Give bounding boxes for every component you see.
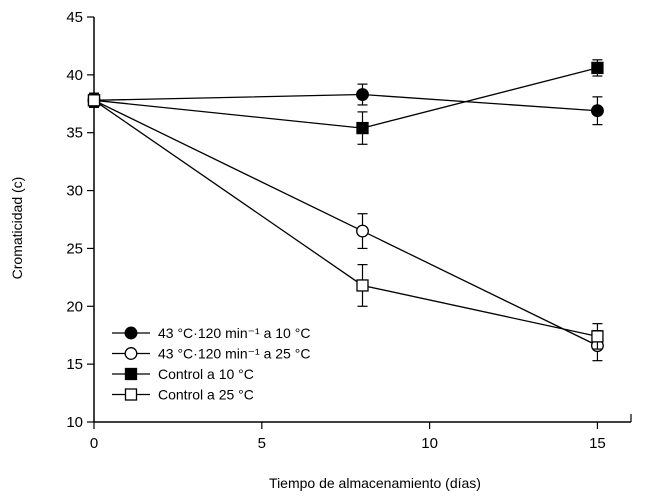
y-tick-label: 10 <box>66 414 83 431</box>
data-point <box>590 104 604 118</box>
legend-label: 43 °C·120 min⁻¹ a 25 °C <box>158 346 310 362</box>
legend-marker <box>124 347 138 360</box>
y-tick-label: 20 <box>66 298 83 315</box>
x-tick-label: 15 <box>589 435 606 452</box>
series-1 <box>87 83 604 126</box>
y-tick-label: 40 <box>66 67 83 84</box>
x-tick-label: 10 <box>421 435 438 452</box>
data-point <box>356 88 369 101</box>
legend-label: Control a 25 °C <box>158 387 254 403</box>
legend-marker <box>124 367 138 381</box>
legend-marker <box>124 326 138 340</box>
series-line <box>93 99 598 338</box>
legend-item: Control a 25 °C <box>112 387 254 403</box>
series-3 <box>87 59 604 145</box>
y-tick-label: 35 <box>66 125 83 142</box>
legend-label: 43 °C·120 min⁻¹ a 10 °C <box>158 325 310 341</box>
legend-marker <box>124 388 138 401</box>
y-axis-label: Cromaticidad (c) <box>9 177 25 280</box>
series-line <box>93 99 598 347</box>
x-tick-label: 0 <box>90 435 98 452</box>
y-tick-label: 30 <box>66 183 83 200</box>
x-tick-label: 5 <box>258 435 266 452</box>
legend-item: Control a 10 °C <box>112 366 254 382</box>
y-tick-label: 25 <box>66 240 83 257</box>
x-axis-label: Tiempo de almacenamiento (días) <box>269 475 481 491</box>
data-point <box>356 279 369 292</box>
legend-label: Control a 10 °C <box>158 366 254 382</box>
y-tick-label: 15 <box>66 356 83 373</box>
legend: 43 °C·120 min⁻¹ a 10 °C 43 °C·120 min⁻¹ a… <box>112 325 310 403</box>
data-point <box>356 121 369 135</box>
y-tick-label: 45 <box>66 9 83 26</box>
data-point <box>87 94 101 107</box>
plot-area: 10 15 20 25 30 35 40 45 0 5 10 15 43 °C·120 min⁻¹ a … <box>66 9 632 452</box>
data-point <box>591 330 604 343</box>
data-point <box>591 61 604 75</box>
data-point <box>356 224 369 238</box>
legend-item: 43 °C·120 min⁻¹ a 10 °C <box>112 325 310 341</box>
legend-item: 43 °C·120 min⁻¹ a 25 °C <box>112 346 310 362</box>
series-line <box>93 67 598 129</box>
series-4 <box>87 92 604 350</box>
